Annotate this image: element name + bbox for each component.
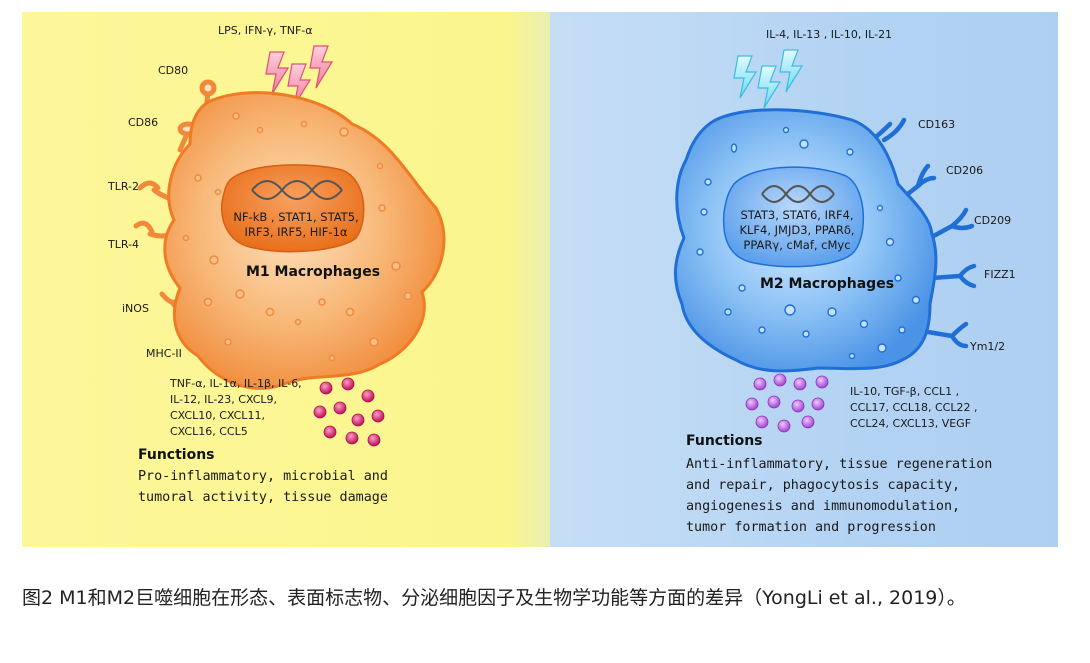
figure-caption: 图2 M1和M2巨噬细胞在形态、表面标志物、分泌细胞因子及生物学功能等方面的差异… <box>22 587 966 609</box>
m1-cytokines: TNF-α, IL-1α, IL-1β, IL-6, IL-12, IL-23,… <box>170 377 302 438</box>
m1-nucleus <box>221 164 365 253</box>
m1-receptor-cd86: CD86 <box>128 116 159 129</box>
m1-title: M1 Macrophages <box>246 264 381 280</box>
m2-cytokines: IL-10, TGF-β, CCL1 , CCL17, CCL18, CCL22… <box>850 385 978 430</box>
macrophage-figure: LPS, IFN-γ, TNF-α CD80 CD86 TLR-2 TLR-4 … <box>22 12 1058 547</box>
m1-receptor-inos: iNOS <box>122 302 149 315</box>
m1-receptor-tlr4: TLR-4 <box>108 238 140 251</box>
m2-functions-text: Anti-inflammatory, tissue regeneration a… <box>686 457 993 535</box>
m2-vacuoles <box>696 126 921 360</box>
m2-stimuli-label: IL-4, IL-13 , IL-10, IL-21 <box>766 28 893 41</box>
m1-functions-heading: Functions <box>138 447 215 463</box>
m2-receptor-ym12: Ym1/2 <box>970 340 1006 353</box>
m2-receptor-cd163: CD163 <box>918 118 956 131</box>
m2-receptor-cd206: CD206 <box>946 164 984 177</box>
m2-functions-heading: Functions <box>686 433 763 449</box>
m2-secreted-granules <box>745 373 829 433</box>
m2-title: M2 Macrophages <box>760 276 895 292</box>
m1-secreted-granules <box>313 377 385 447</box>
m2-transcription-factors: STAT3, STAT6, IRF4, KLF4, JMJD3, PPARδ, … <box>739 208 855 252</box>
m2-receptor-cd209: CD209 <box>974 214 1012 227</box>
m1-functions-text: Pro-inflammatory, microbial and tumoral … <box>138 469 388 505</box>
m1-transcription-factors: NF-kB , STAT1, STAT5, IRF3, IRF5, HIF-1α <box>233 210 359 239</box>
m2-dna-icon <box>761 185 835 203</box>
m1-receptor-cd80: CD80 <box>158 64 189 77</box>
m2-nucleus <box>722 166 864 268</box>
m1-receptor-tlr2: TLR-2 <box>108 180 140 193</box>
m1-vacuoles <box>182 112 413 362</box>
diagram-artwork <box>133 45 977 447</box>
m2-stimulus-bolts <box>733 49 804 109</box>
m1-receptor-mhc2: MHC-II <box>146 347 182 360</box>
m2-receptor-fizz1: FIZZ1 <box>984 268 1016 281</box>
m1-stimulus-bolts <box>265 45 334 107</box>
m1-dna-icon <box>251 180 343 200</box>
m1-stimuli-label: LPS, IFN-γ, TNF-α <box>218 24 313 37</box>
